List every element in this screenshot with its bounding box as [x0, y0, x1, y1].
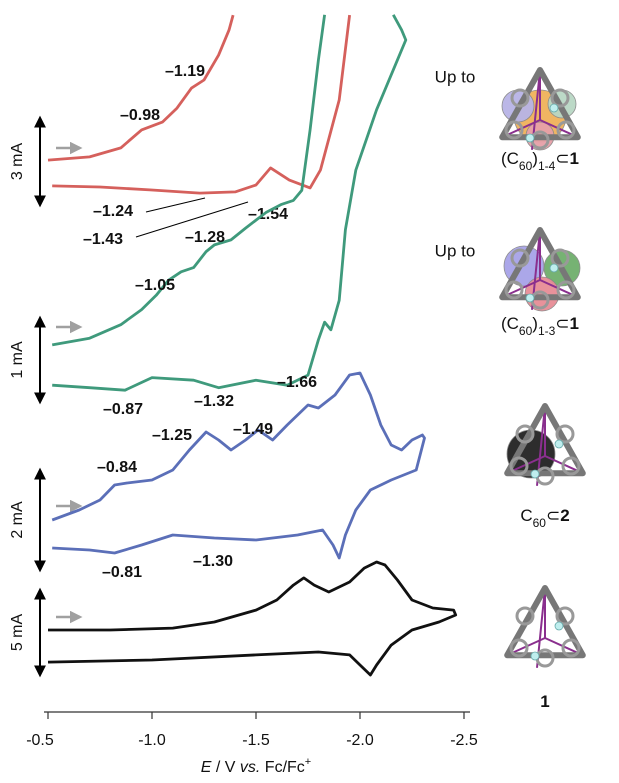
caption-part: 1	[570, 314, 579, 333]
x-axis-label-part: E	[201, 759, 212, 776]
caption-part: 60	[533, 516, 547, 530]
peak-label: –1.32	[194, 393, 234, 410]
caption-part: 60	[519, 324, 533, 338]
structure	[507, 406, 583, 486]
caption-part: 1	[540, 692, 549, 711]
caption-prefix: Up to	[435, 67, 476, 86]
x-tick-label: -1.0	[138, 732, 166, 749]
x-tick-label: -2.5	[450, 732, 478, 749]
cage-atom	[555, 622, 563, 630]
caption: C60⊂2	[520, 506, 569, 530]
peak-label: –1.05	[135, 277, 175, 294]
x-axis-label: E / V vs. Fc/Fc+	[201, 756, 311, 776]
x-axis-label-part: vs.	[240, 759, 260, 776]
cage-atom	[550, 264, 558, 272]
cage-atom	[555, 440, 563, 448]
structure	[502, 230, 580, 311]
caption-part: 1-4	[538, 159, 556, 173]
structure	[502, 70, 578, 150]
caption-part: 1	[570, 149, 579, 168]
scale-bar-label: 3 mA	[9, 143, 26, 181]
caption-part: (C	[501, 149, 519, 168]
peak-label: –0.87	[103, 401, 143, 418]
caption: (C60)1-4⊂1	[501, 149, 579, 173]
x-axis-label-part: Fc/Fc	[260, 759, 304, 776]
caption-part: C	[520, 506, 532, 525]
peak-label: –1.30	[193, 553, 233, 570]
x-axis-label-part: / V	[211, 759, 239, 776]
leader-line	[146, 198, 205, 212]
peak-label: –1.66	[277, 374, 317, 391]
caption: 1	[540, 692, 549, 711]
caption-part: (C	[501, 314, 519, 333]
peak-label: –1.19	[165, 63, 205, 80]
structure	[507, 588, 583, 668]
x-tick-label: -0.5	[26, 732, 54, 749]
x-tick-label: -2.0	[346, 732, 374, 749]
peak-label: –1.49	[233, 421, 273, 438]
peak-label: –1.25	[152, 427, 192, 444]
peak-label: –1.28	[185, 229, 225, 246]
x-axis-label-part: +	[305, 756, 311, 768]
caption: (C60)1-3⊂1	[501, 314, 579, 338]
caption-part: ⊂	[546, 506, 560, 525]
peak-label: –1.43	[83, 231, 123, 248]
peak-label: –0.81	[102, 564, 142, 581]
cage-atom	[531, 470, 539, 478]
cage-atom	[531, 652, 539, 660]
cage-atom	[526, 294, 534, 302]
peak-label: –0.84	[97, 459, 137, 476]
caption-part: ⊂	[555, 314, 569, 333]
caption-part: 60	[519, 159, 533, 173]
scale-bar-label: 1 mA	[9, 341, 26, 379]
figure: -0.5-1.0-1.5-2.0-2.5E / V vs. Fc/Fc+3 mA…	[0, 0, 619, 783]
scale-bar-label: 5 mA	[9, 614, 26, 652]
caption-part: 2	[560, 506, 569, 525]
x-tick-label: -1.5	[242, 732, 270, 749]
caption-part: 1-3	[538, 324, 556, 338]
cage-atom	[550, 104, 558, 112]
caption-part: ⊂	[555, 149, 569, 168]
scale-bar-label: 2 mA	[9, 501, 26, 539]
peak-label: –0.98	[120, 107, 160, 124]
caption-prefix: Up to	[435, 241, 476, 260]
peak-label: –1.24	[93, 203, 133, 220]
cage-atom	[526, 134, 534, 142]
